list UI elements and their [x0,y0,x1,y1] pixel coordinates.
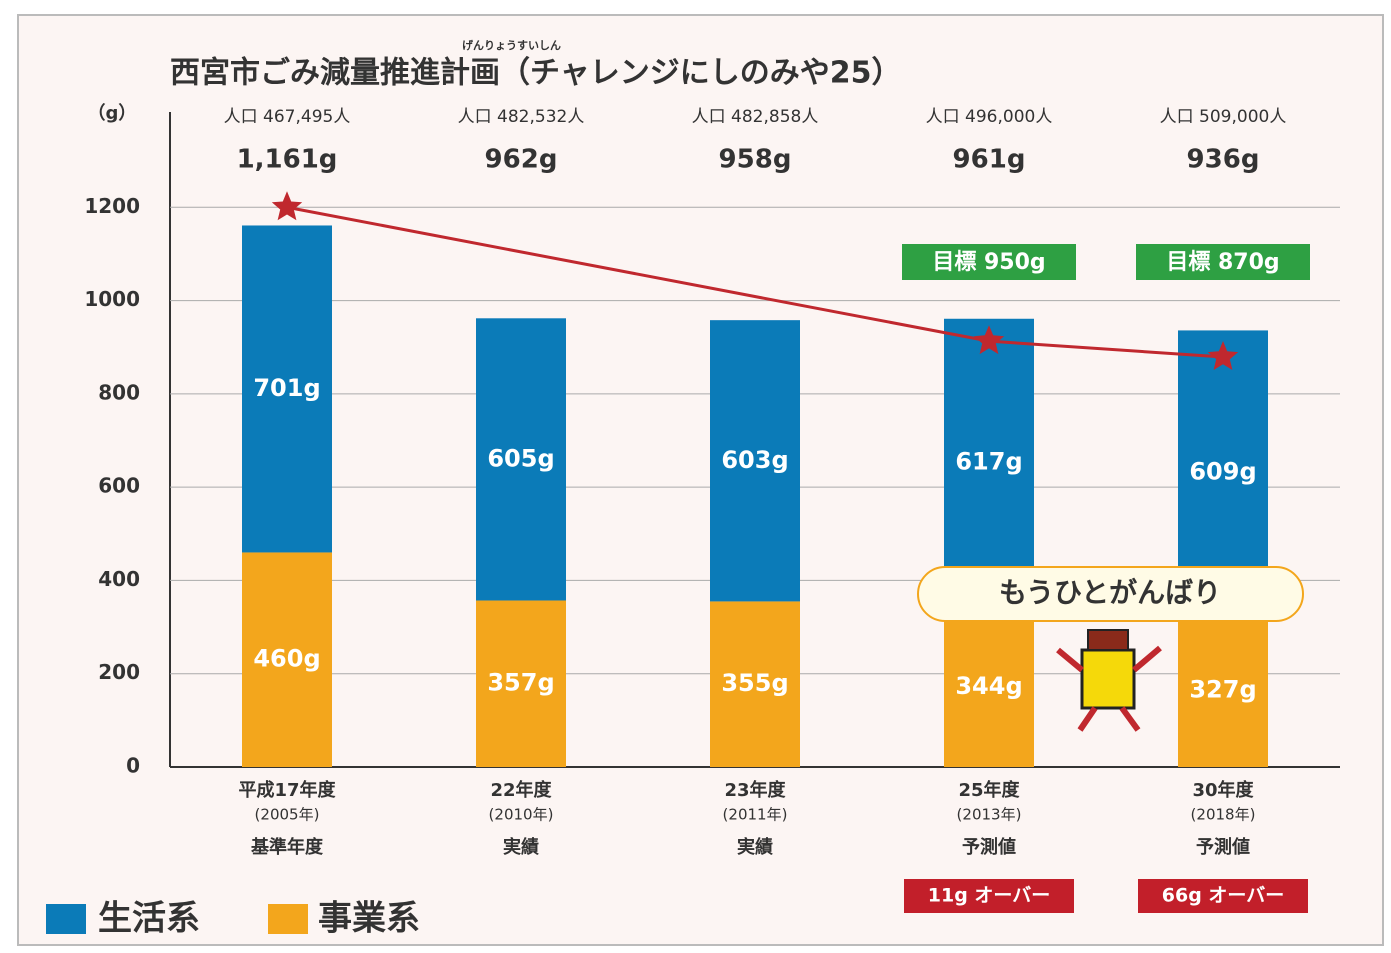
legend-swatch [268,904,308,934]
y-tick-label: 800 [98,380,140,404]
y-axis-label: （g） [88,103,137,124]
total-label: 961g [953,145,1026,175]
over-label: 66g オーバー [1162,885,1284,907]
x-tick-label: 23年度 [724,779,786,801]
total-label: 1,161g [237,145,338,175]
x-tick-note: 実績 [503,836,539,858]
population-label: 人口 482,532人 [458,107,585,127]
data-label: 355g [721,669,788,697]
data-label: 327g [1189,676,1256,704]
x-tick-label: 平成17年度 [238,779,336,801]
data-label: 701g [253,374,320,402]
data-label: 460g [253,645,320,673]
population-label: 人口 482,858人 [692,107,819,127]
population-label: 人口 467,495人 [224,107,351,127]
y-tick-label: 600 [98,474,140,498]
x-tick-year: (2005年) [255,806,320,824]
character-hat [1088,630,1128,650]
total-label: 962g [485,145,558,175]
population-label: 人口 496,000人 [926,107,1053,127]
data-label: 344g [955,672,1022,700]
data-label: 609g [1189,457,1256,485]
x-tick-label: 22年度 [490,779,552,801]
y-tick-label: 200 [98,660,140,684]
target-label: 目標 870g [1166,250,1279,275]
target-label: 目標 950g [932,250,1045,275]
x-tick-note: 予測値 [962,836,1016,858]
x-tick-year: (2018年) [1191,806,1256,824]
chart-title: 西宮市ごみ減量推進計画（チャレンジにしのみや25） [170,56,901,91]
total-label: 958g [719,145,792,175]
x-tick-year: (2011年) [723,806,788,824]
character-body [1082,650,1134,708]
page: げんりょうすいしん 西宮市ごみ減量推進計画（チャレンジにしのみや25） （g） … [0,0,1391,953]
x-tick-year: (2010年) [489,806,554,824]
legend-label: 事業系 [318,899,420,939]
total-label: 936g [1187,145,1260,175]
data-label: 603g [721,446,788,474]
chart: げんりょうすいしん 西宮市ごみ減量推進計画（チャレンジにしのみや25） （g） … [0,0,1391,953]
data-label: 617g [955,448,1022,476]
population-label: 人口 509,000人 [1160,107,1287,127]
legend-swatch [46,904,86,934]
data-label: 357g [487,669,554,697]
x-tick-note: 予測値 [1196,836,1250,858]
x-tick-label: 30年度 [1192,779,1254,801]
x-tick-note: 基準年度 [250,836,324,858]
x-tick-year: (2013年) [957,806,1022,824]
y-tick-label: 1000 [84,287,140,311]
x-tick-label: 25年度 [958,779,1020,801]
data-label: 605g [487,444,554,472]
title-ruby: げんりょうすいしん [462,38,561,52]
callout: もうひとがんばり [999,576,1221,609]
y-tick-label: 400 [98,567,140,591]
legend-label: 生活系 [98,899,200,939]
x-tick-note: 実績 [737,836,773,858]
y-tick-label: 1200 [84,194,140,218]
y-tick-label: 0 [126,754,140,778]
over-label: 11g オーバー [928,885,1050,907]
